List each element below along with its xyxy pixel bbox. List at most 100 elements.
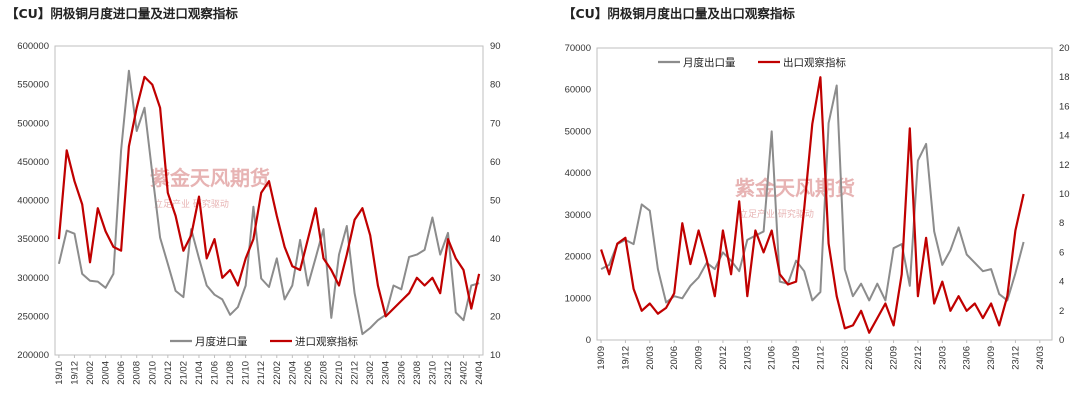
y2-tick-label: 30 — [490, 273, 501, 284]
y-tick-label: 550000 — [17, 80, 49, 91]
x-tick-label: 22/09 — [889, 346, 900, 370]
y2-tick-label: 12 — [1059, 160, 1070, 171]
y2-tick-label: 90 — [490, 41, 501, 52]
legend-label: 进口观察指标 — [295, 335, 358, 348]
x-tick-label: 19/10 — [54, 361, 65, 385]
x-tick-label: 20/08 — [132, 361, 143, 385]
watermark-brand: 紫金天风期货 — [735, 176, 855, 200]
x-tick-label: 20/02 — [85, 361, 96, 385]
x-tick-label: 21/06 — [767, 346, 778, 370]
x-tick-label: 23/06 — [962, 346, 973, 370]
x-tick-label: 21/08 — [225, 361, 236, 385]
y2-tick-label: 2 — [1059, 306, 1064, 317]
series-line — [57, 69, 480, 336]
plot-area-border — [54, 45, 484, 356]
y2-tick-label: 16 — [1059, 101, 1070, 112]
y-tick-label: 70000 — [565, 43, 591, 54]
watermark-slogan: 立足产业 研究驱动 — [154, 198, 229, 210]
legend-label: 月度进口量 — [195, 335, 248, 348]
x-tick-label: 22/06 — [303, 361, 314, 385]
x-tick-label: 20/06 — [116, 361, 127, 385]
x-tick-label: 23/04 — [381, 361, 392, 385]
x-tick-label: 23/03 — [937, 346, 948, 370]
x-tick-label: 20/04 — [101, 361, 112, 385]
y-tick-label: 50000 — [565, 126, 591, 137]
plot-area-border — [596, 47, 1053, 341]
y2-tick-label: 4 — [1059, 277, 1064, 288]
y2-tick-label: 40 — [490, 234, 501, 245]
x-tick-label: 20/10 — [147, 361, 158, 385]
x-tick-label: 23/12 — [443, 361, 454, 385]
y-tick-label: 300000 — [17, 273, 49, 284]
x-tick-label: 24/02 — [459, 361, 470, 385]
y-tick-label: 450000 — [17, 157, 49, 168]
y-tick-label: 250000 — [17, 311, 49, 322]
x-tick-label: 22/08 — [318, 361, 329, 385]
x-tick-label: 20/03 — [645, 346, 656, 370]
x-tick-label: 23/12 — [1010, 346, 1021, 370]
x-tick-label: 22/12 — [350, 361, 361, 385]
y-tick-label: 40000 — [565, 168, 591, 179]
y-tick-label: 10000 — [565, 293, 591, 304]
x-tick-label: 22/02 — [272, 361, 283, 385]
y-tick-label: 0 — [586, 335, 591, 346]
x-tick-label: 24/03 — [1035, 346, 1046, 370]
x-tick-label: 20/12 — [718, 346, 729, 370]
y2-tick-label: 10 — [490, 350, 501, 361]
x-tick-label: 19/12 — [69, 361, 80, 385]
y2-tick-label: 14 — [1059, 131, 1070, 142]
x-tick-label: 22/12 — [913, 346, 924, 370]
x-tick-label: 20/12 — [163, 361, 174, 385]
chart-title-export: 【CU】阴极铜月度出口量及出口观察指标 — [563, 6, 795, 21]
y2-tick-label: 80 — [490, 80, 501, 91]
x-tick-label: 22/03 — [840, 346, 851, 370]
x-tick-label: 21/06 — [210, 361, 221, 385]
y2-tick-label: 18 — [1059, 72, 1070, 83]
y-tick-label: 200000 — [17, 350, 49, 361]
y-tick-label: 350000 — [17, 234, 49, 245]
x-tick-label: 19/12 — [620, 346, 631, 370]
legend-label: 出口观察指标 — [783, 56, 846, 69]
x-tick-label: 23/10 — [427, 361, 438, 385]
watermark-brand: 紫金天风期货 — [150, 166, 270, 190]
y-tick-label: 20000 — [565, 252, 591, 263]
y-tick-label: 60000 — [565, 85, 591, 96]
x-tick-label: 21/10 — [241, 361, 252, 385]
x-tick-label: 23/02 — [365, 361, 376, 385]
y2-tick-label: 10 — [1059, 189, 1070, 200]
y2-tick-label: 70 — [490, 118, 501, 129]
x-tick-label: 21/04 — [194, 361, 205, 385]
x-tick-label: 20/06 — [669, 346, 680, 370]
x-tick-label: 21/09 — [791, 346, 802, 370]
series-line — [57, 75, 481, 318]
x-tick-label: 21/12 — [815, 346, 826, 370]
chart-title-import: 【CU】阴极铜月度进口量及进口观察指标 — [6, 6, 238, 21]
y2-tick-label: 0 — [1059, 335, 1064, 346]
y-tick-label: 600000 — [17, 41, 49, 52]
x-tick-label: 21/12 — [256, 361, 267, 385]
y-tick-label: 30000 — [565, 210, 591, 221]
x-tick-label: 22/10 — [334, 361, 345, 385]
x-tick-label: 19/09 — [596, 346, 607, 370]
x-tick-label: 22/06 — [864, 346, 875, 370]
x-tick-label: 22/04 — [287, 361, 298, 385]
y2-tick-label: 20 — [490, 311, 501, 322]
x-tick-label: 24/04 — [474, 361, 485, 385]
x-tick-label: 21/03 — [742, 346, 753, 370]
x-tick-label: 23/08 — [412, 361, 423, 385]
x-tick-label: 23/06 — [396, 361, 407, 385]
series-line — [600, 76, 1025, 334]
y2-tick-label: 6 — [1059, 247, 1064, 258]
y2-tick-label: 20 — [1059, 43, 1070, 54]
x-tick-label: 23/09 — [986, 346, 997, 370]
y-tick-label: 500000 — [17, 118, 49, 129]
y-tick-label: 400000 — [17, 196, 49, 207]
y2-tick-label: 8 — [1059, 218, 1064, 229]
x-tick-label: 20/09 — [694, 346, 705, 370]
y2-tick-label: 50 — [490, 196, 501, 207]
y2-tick-label: 60 — [490, 157, 501, 168]
legend-label: 月度出口量 — [683, 56, 736, 69]
x-tick-label: 21/02 — [178, 361, 189, 385]
